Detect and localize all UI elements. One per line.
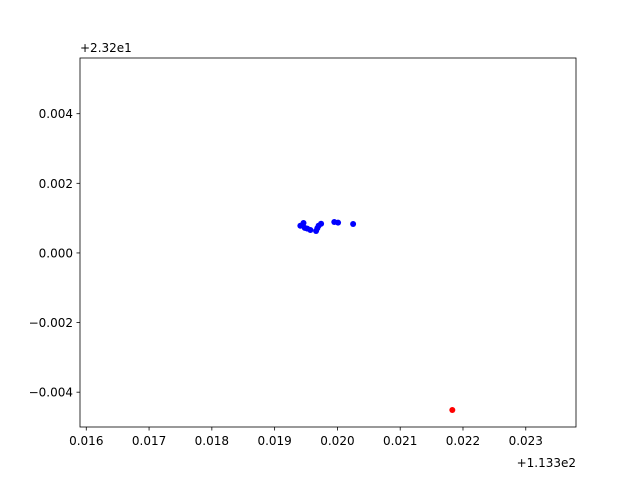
y-axis-ticks: 0.004 0.002 0.000 −0.002 −0.004	[29, 107, 80, 400]
blue-data-point	[300, 220, 307, 227]
red-data-point	[449, 406, 456, 413]
y-tick-label: 0.002	[39, 177, 73, 191]
x-axis-ticks: 0.016 0.017 0.018 0.019 0.020 0.021 0.022 0.023	[69, 427, 543, 448]
x-tick-label: 0.017	[132, 434, 166, 448]
data-points	[297, 218, 456, 413]
blue-data-point	[350, 221, 357, 228]
x-tick-label: 0.021	[383, 434, 417, 448]
x-tick-label: 0.020	[320, 434, 354, 448]
blue-data-point	[307, 226, 314, 233]
x-axis-offset-label: +1.133e2	[517, 456, 576, 470]
x-tick-label: 0.022	[446, 434, 480, 448]
plot-area	[80, 58, 576, 427]
blue-data-point	[318, 220, 325, 227]
y-tick-label: 0.000	[39, 246, 73, 260]
blue-data-point	[335, 219, 342, 226]
y-axis-offset-label: +2.32e1	[80, 41, 132, 55]
x-tick-label: 0.023	[509, 434, 543, 448]
y-tick-label: −0.004	[29, 386, 73, 400]
y-tick-label: 0.004	[39, 107, 73, 121]
plot-frame	[79, 57, 577, 428]
x-tick-label: 0.016	[69, 434, 103, 448]
x-tick-label: 0.019	[257, 434, 291, 448]
y-tick-label: −0.002	[29, 316, 73, 330]
x-tick-label: 0.018	[195, 434, 229, 448]
